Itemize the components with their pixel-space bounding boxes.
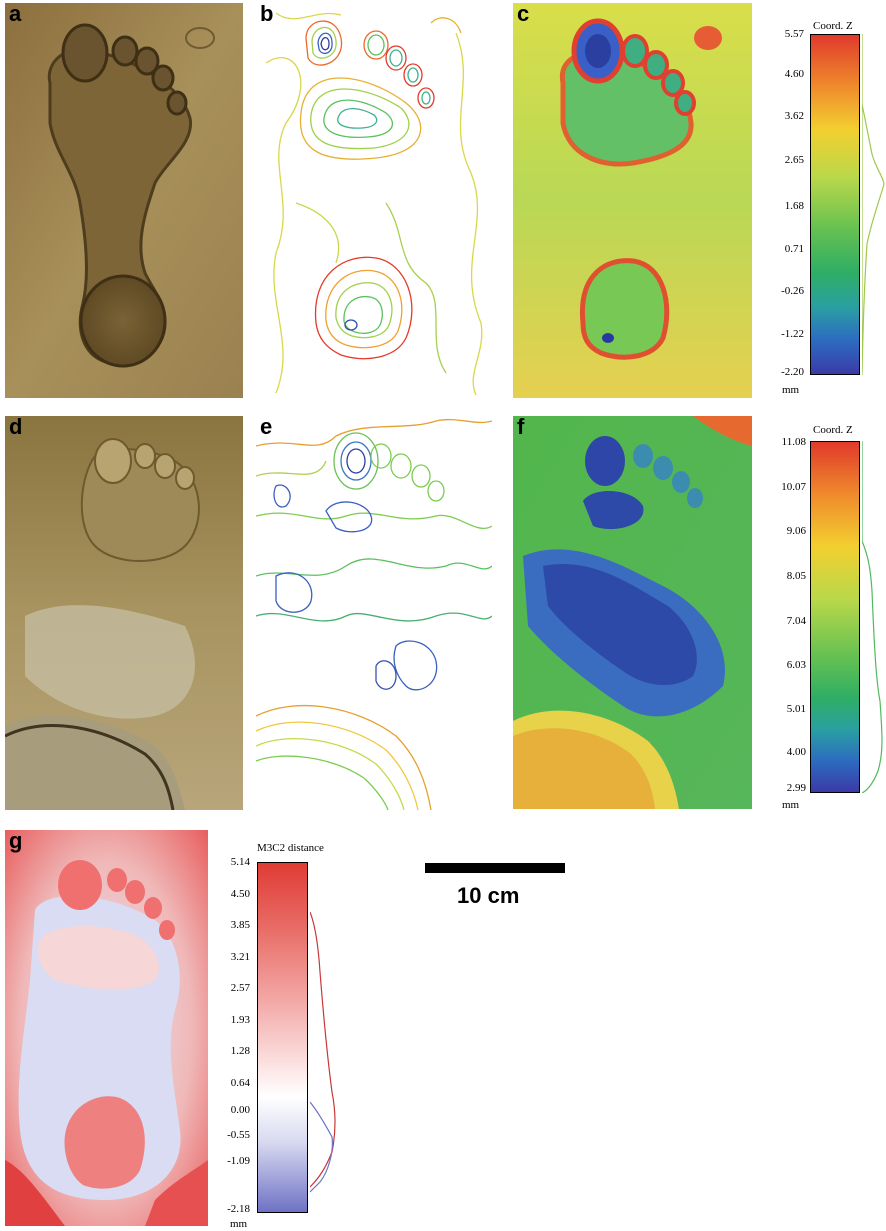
colorbar-1-unit: mm <box>782 384 800 396</box>
colorbar-3-unit: mm <box>230 1218 248 1230</box>
colorbar-2-tick: 11.08 <box>781 436 806 448</box>
colorbar-1-tick: -2.20 <box>781 366 804 378</box>
colorbar-2-tick: 9.06 <box>786 525 806 537</box>
contour-map-b <box>256 3 492 395</box>
colorbar-3-tick: 2.57 <box>230 982 250 994</box>
colorbar-3-tick: 4.50 <box>230 888 250 900</box>
colorbar-3: M3C2 distance 5.14 4.50 3.85 3.21 2.57 1… <box>214 842 344 1231</box>
panel-b-label: b <box>260 3 274 26</box>
panel-f-heightmap: f <box>513 416 752 809</box>
m3c2-map-g <box>5 830 208 1226</box>
scale-bar-label: 10 cm <box>457 883 520 908</box>
contour-map-e <box>256 416 492 810</box>
colorbar-1-tick: 1.68 <box>784 200 804 212</box>
colorbar-2-histogram <box>862 441 883 793</box>
colorbar-1-tick: 3.62 <box>784 110 804 122</box>
heightmap-c <box>513 3 752 398</box>
panel-d-photo: d <box>5 416 243 810</box>
scale-bar <box>425 863 565 873</box>
colorbar-3-tick: 0.64 <box>230 1077 250 1089</box>
colorbar-3-tick: 1.28 <box>230 1045 250 1057</box>
panel-g-label: g <box>9 830 23 853</box>
heightmap-f <box>513 416 752 809</box>
colorbar-2-tick: 5.01 <box>786 703 806 715</box>
colorbar-2-tick: 4.00 <box>786 746 806 758</box>
panel-a-label: a <box>9 3 22 26</box>
colorbar-3-tick: 3.85 <box>230 919 250 931</box>
colorbar-1-gradient <box>810 34 860 375</box>
panel-e-contour: e <box>256 416 492 810</box>
colorbar-1-tick: 5.57 <box>784 28 804 40</box>
colorbar-3-histogram <box>310 911 336 1193</box>
panel-c-label: c <box>517 3 530 26</box>
colorbar-1-tick: 4.60 <box>784 68 804 80</box>
colorbar-1-tick: -0.26 <box>781 285 804 297</box>
colorbar-1-tick: -1.22 <box>781 328 804 340</box>
colorbar-3-tick: -0.55 <box>227 1129 250 1141</box>
colorbar-3-tick: 0.00 <box>230 1104 250 1116</box>
colorbar-3-gradient <box>257 862 308 1213</box>
panel-f-label: f <box>517 416 525 439</box>
colorbar-3-tick: 1.93 <box>230 1014 250 1026</box>
colorbar-2-tick: 8.05 <box>786 570 806 582</box>
panel-e-label: e <box>260 416 273 439</box>
colorbar-1-tick: 0.71 <box>784 243 804 255</box>
colorbar-2-tick: 2.99 <box>786 782 806 794</box>
panel-a-photo: a <box>5 3 243 398</box>
colorbar-2-unit: mm <box>782 799 800 811</box>
colorbar-2-tick: 10.07 <box>781 481 806 493</box>
colorbar-3-title: M3C2 distance <box>257 842 324 854</box>
colorbar-2-title: Coord. Z <box>813 424 853 436</box>
colorbar-2-tick: 7.04 <box>786 615 806 627</box>
colorbar-2: Coord. Z 11.08 10.07 9.06 8.05 7.04 6.03… <box>770 424 886 814</box>
panel-b-contour: b <box>256 3 492 395</box>
panel-g-m3c2: g <box>5 830 208 1226</box>
footprint-photo-d <box>5 416 243 810</box>
colorbar-3-tick: 3.21 <box>230 951 250 963</box>
colorbar-1-histogram <box>862 34 885 375</box>
colorbar-1-tick: 2.65 <box>784 154 804 166</box>
colorbar-3-tick: 5.14 <box>230 856 250 868</box>
colorbar-1: Coord. Z 5.57 4.60 3.62 2.65 1.68 0.71 -… <box>770 20 886 400</box>
footprint-photo-a <box>5 3 243 398</box>
colorbar-2-tick: 6.03 <box>786 659 806 671</box>
colorbar-1-title: Coord. Z <box>813 20 853 32</box>
colorbar-2-gradient <box>810 441 860 793</box>
colorbar-3-tick: -2.18 <box>227 1203 250 1215</box>
panel-d-label: d <box>9 416 23 439</box>
panel-c-heightmap: c <box>513 3 752 398</box>
colorbar-3-tick: -1.09 <box>227 1155 250 1167</box>
